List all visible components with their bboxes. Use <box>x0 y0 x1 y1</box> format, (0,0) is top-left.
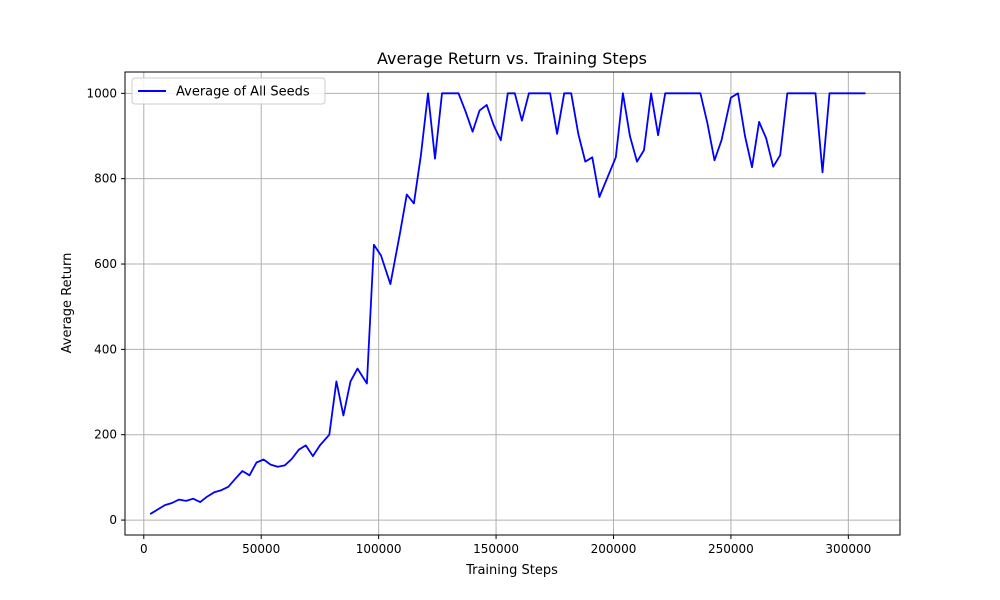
x-tick-label: 0 <box>140 542 148 556</box>
grid-lines <box>125 72 900 535</box>
y-tick-label: 400 <box>94 342 117 356</box>
y-tick-label: 800 <box>94 172 117 186</box>
x-axis-ticks: 0 50000 100000 150000 200000 250000 300000 <box>140 535 871 556</box>
x-tick-label: 300000 <box>825 542 871 556</box>
legend-box <box>131 77 326 105</box>
y-tick-label: 1000 <box>86 86 117 100</box>
legend: Average of All Seeds <box>131 77 326 105</box>
y-axis-label: Average Return <box>60 253 75 354</box>
y-axis-ticks: 0 200 400 600 800 1000 <box>86 86 125 527</box>
x-tick-label: 50000 <box>242 542 280 556</box>
chart-title: Average Return vs. Training Steps <box>377 49 647 68</box>
x-tick-label: 100000 <box>356 542 402 556</box>
x-tick-label: 200000 <box>591 542 637 556</box>
y-tick-label: 600 <box>94 257 117 271</box>
x-tick-label: 250000 <box>708 542 754 556</box>
y-tick-label: 200 <box>94 428 117 442</box>
legend-label: Average of All Seeds <box>176 85 310 100</box>
plot-frame <box>124 71 901 536</box>
x-tick-label: 150000 <box>473 542 519 556</box>
x-axis-label: Training Steps <box>465 563 558 578</box>
series-line-average-of-all-seeds <box>149 92 866 515</box>
series-layer <box>149 92 866 515</box>
y-tick-label: 0 <box>109 513 117 527</box>
